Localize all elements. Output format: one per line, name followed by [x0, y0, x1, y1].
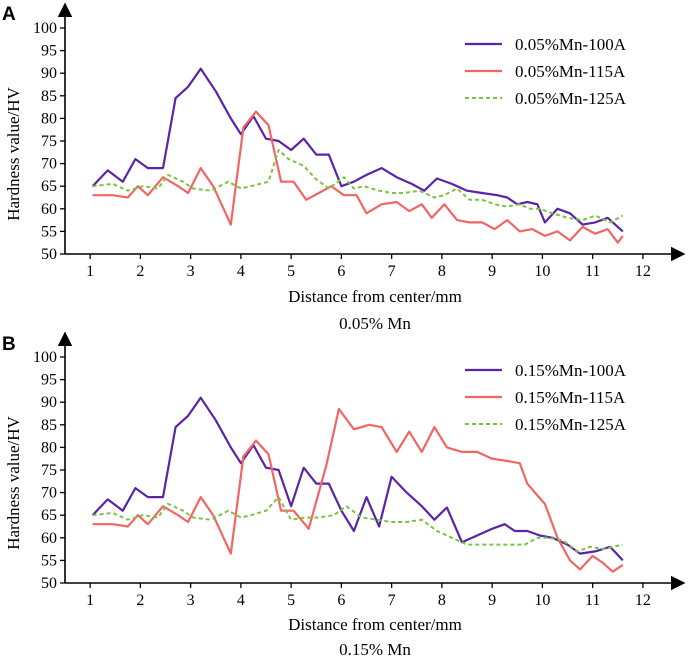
x-tick-label: 5	[287, 263, 295, 280]
x-tick-label: 4	[237, 592, 245, 609]
y-tick-label: 95	[41, 372, 57, 389]
y-tick-label: 90	[41, 65, 57, 82]
legend-item: 0.15%Mn-115A	[465, 388, 626, 407]
x-axis-title: Distance from center/mm	[288, 615, 462, 634]
x-tick-label: 11	[585, 263, 600, 280]
y-tick-label: 65	[41, 507, 57, 524]
x-tick-label: 6	[337, 592, 345, 609]
y-tick-label: 95	[41, 43, 57, 60]
chart-caption: 0.05% Mn	[339, 314, 411, 333]
series-line-0.15%Mn-100A	[91, 396, 624, 562]
legend-item: 0.05%Mn-100A	[465, 35, 627, 54]
x-tick-label: 4	[237, 263, 245, 280]
x-tick-label: 10	[534, 263, 550, 280]
legend-item: 0.05%Mn-115A	[465, 62, 626, 81]
x-tick-label: 1	[86, 592, 94, 609]
x-tick-label: 5	[287, 592, 295, 609]
y-tick-label: 70	[41, 485, 57, 502]
y-tick-label: 100	[33, 349, 57, 366]
legend-item: 0.05%Mn-125A	[465, 89, 627, 108]
y-tick-label: 55	[41, 552, 57, 569]
y-tick-label: 65	[41, 178, 57, 195]
x-tick-label: 8	[438, 263, 446, 280]
y-tick-label: 75	[41, 462, 57, 479]
y-tick-label: 75	[41, 133, 57, 150]
y-tick-label: 80	[41, 439, 57, 456]
x-tick-label: 2	[136, 263, 144, 280]
y-tick-label: 55	[41, 223, 57, 240]
panel-letter: A	[2, 4, 16, 25]
x-tick-label: 12	[635, 592, 651, 609]
x-tick-label: 9	[488, 592, 496, 609]
x-axis-title: Distance from center/mm	[288, 287, 462, 306]
x-tick-label: 2	[136, 592, 144, 609]
x-tick-label: 10	[534, 592, 550, 609]
y-tick-label: 50	[41, 575, 57, 592]
y-tick-label: 85	[41, 88, 57, 105]
x-tick-label: 3	[187, 592, 195, 609]
legend-label-115a: 0.05%Mn-115A	[515, 62, 626, 81]
y-tick-label: 90	[41, 394, 57, 411]
series-line-0.05%Mn-125A	[92, 149, 624, 224]
x-tick-label: 11	[585, 592, 600, 609]
legend-label-125a: 0.05%Mn-125A	[515, 89, 627, 108]
x-tick-label: 1	[86, 263, 94, 280]
x-tick-label: 9	[488, 263, 496, 280]
y-tick-label: 70	[41, 156, 57, 173]
legend-label-115a: 0.15%Mn-115A	[515, 388, 626, 407]
y-tick-label: 50	[41, 246, 57, 263]
y-tick-label: 60	[41, 530, 57, 547]
panel-letter: B	[2, 334, 16, 355]
y-axis-title: Hardness value/HV	[4, 415, 23, 549]
legend: 0.15%Mn-100A 0.15%Mn-115A 0.15%Mn-125A	[465, 361, 627, 434]
y-tick-label: 85	[41, 417, 57, 434]
x-tick-label: 7	[388, 263, 396, 280]
legend-label-100a: 0.15%Mn-100A	[515, 361, 627, 380]
legend: 0.05%Mn-100A 0.05%Mn-115A 0.05%Mn-125A	[465, 35, 627, 108]
x-tick-label: 12	[635, 263, 651, 280]
legend-item: 0.15%Mn-100A	[465, 361, 627, 380]
y-tick-label: 60	[41, 201, 57, 218]
series-line-0.05%Mn-100A	[91, 67, 624, 233]
legend-label-100a: 0.05%Mn-100A	[515, 35, 627, 54]
x-tick-label: 6	[337, 263, 345, 280]
chart-caption: 0.15% Mn	[339, 640, 411, 658]
series-line-0.05%Mn-115A	[92, 110, 624, 244]
x-tick-label: 7	[388, 592, 396, 609]
y-tick-label: 80	[41, 110, 57, 127]
x-tick-label: 3	[187, 263, 195, 280]
y-tick-label: 100	[33, 20, 57, 37]
legend-item: 0.15%Mn-125A	[465, 415, 627, 434]
series-line-0.15%Mn-125A	[92, 496, 624, 553]
legend-label-125a: 0.15%Mn-125A	[515, 415, 627, 434]
series-line-0.15%Mn-115A	[92, 407, 624, 573]
x-tick-label: 8	[438, 592, 446, 609]
y-axis-title: Hardness value/HV	[4, 86, 23, 220]
